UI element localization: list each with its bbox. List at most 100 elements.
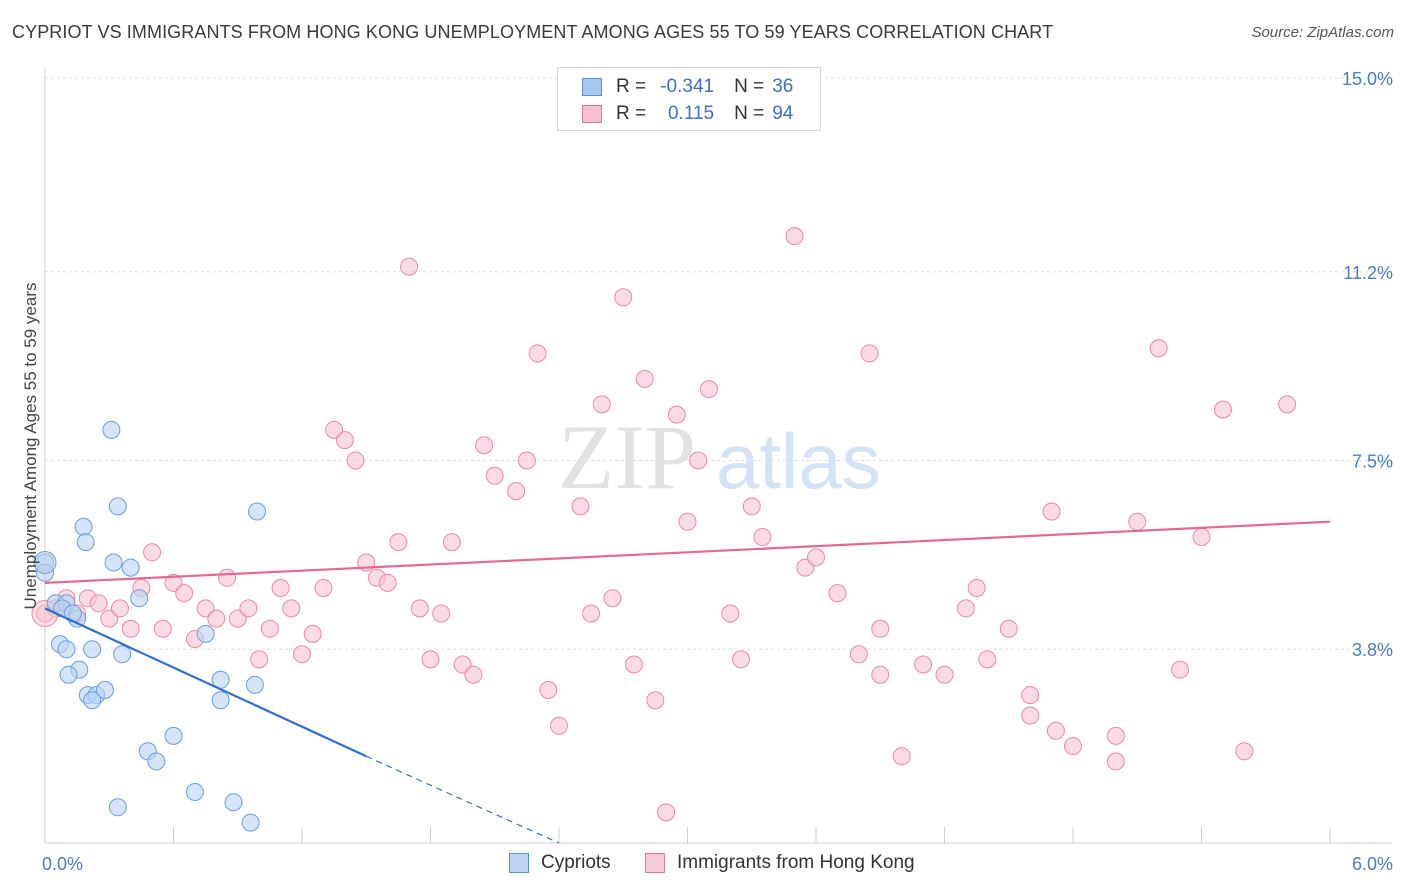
cypriots-point	[59, 665, 78, 684]
hong-kong-point	[389, 533, 408, 552]
cypriots-point	[121, 558, 140, 577]
hong-kong-point	[303, 624, 322, 643]
cypriots-point	[164, 726, 183, 745]
cypriots-point	[83, 640, 102, 659]
hong-kong-point	[956, 599, 975, 618]
hong-kong-point	[935, 665, 954, 684]
hong-kong-point	[635, 369, 654, 388]
watermark-zip: ZIP	[558, 406, 696, 508]
trend-line-cypriots	[44, 607, 367, 758]
cypriots-point	[57, 640, 76, 659]
series-cypriots	[33, 420, 267, 832]
correlation-legend: R = -0.341 N = 36 R = 0.115 N = 94	[557, 67, 821, 131]
x-tick-label-max: 6.0%	[1352, 854, 1393, 874]
hong-kong-point	[421, 650, 440, 669]
hong-kong-point	[678, 512, 697, 531]
trend-line-cypriots-extrapolated	[366, 755, 560, 844]
cypriots-point	[108, 798, 127, 817]
legend-label-cypriots: Cypriots	[541, 852, 611, 873]
cypriots-point	[147, 752, 166, 771]
legend-r-label: R =	[616, 103, 647, 124]
legend-item-cypriots[interactable]: Cypriots	[509, 852, 611, 874]
watermark-atlas: atlas	[716, 417, 881, 505]
hong-kong-point	[849, 645, 868, 664]
hong-kong-point	[871, 619, 890, 638]
hong-kong-point	[250, 650, 269, 669]
cypriots-point	[245, 675, 264, 694]
hong-kong-point	[592, 395, 611, 414]
legend-n-label: N =	[734, 76, 765, 97]
cypriots-cluster-point	[33, 551, 57, 574]
hong-kong-point	[485, 466, 504, 485]
hong-kong-point	[432, 604, 451, 623]
hong-kong-point	[475, 436, 494, 455]
legend-r-value: 0.115	[667, 103, 715, 124]
hong-kong-point	[314, 579, 333, 597]
hong-kong-point	[978, 650, 997, 669]
y-tick-label: 3.8%	[1352, 640, 1393, 660]
hong-kong-point	[1171, 660, 1190, 679]
hong-kong-point	[110, 599, 129, 618]
hong-kong-point	[785, 227, 804, 246]
hong-kong-point	[807, 548, 825, 567]
series-immigrants-hong-kong	[31, 227, 1297, 822]
legend-swatch-cypriots	[582, 78, 602, 96]
legend-label-hong-kong: Immigrants from Hong Kong	[677, 852, 915, 873]
y-tick-label: 11.2%	[1343, 263, 1393, 283]
y-tick-label: 7.5%	[1352, 452, 1393, 472]
hong-kong-point	[614, 288, 633, 307]
cypriots-point	[224, 793, 243, 812]
cypriots-point	[108, 497, 127, 516]
cypriots-point	[196, 624, 215, 643]
hong-kong-point	[721, 604, 740, 623]
cypriots-point	[185, 783, 204, 801]
cypriots-point	[104, 553, 123, 572]
hong-kong-point	[1021, 706, 1040, 725]
hong-kong-point	[689, 451, 708, 470]
hong-kong-point	[742, 497, 761, 516]
trend-lines	[44, 520, 1331, 844]
hong-kong-point	[517, 451, 536, 470]
legend-swatch-cypriots	[509, 853, 529, 873]
chart-title: CYPRIOT VS IMMIGRANTS FROM HONG KONG UNE…	[12, 22, 1054, 42]
legend-n-value: 36	[772, 76, 794, 97]
hong-kong-point	[1042, 502, 1061, 521]
y-axis-title: Unemployment Among Ages 55 to 59 years	[21, 283, 40, 610]
hong-kong-point	[657, 803, 676, 822]
hong-kong-point	[1213, 400, 1232, 419]
hong-kong-point	[335, 431, 354, 450]
hong-kong-point	[464, 665, 483, 684]
axes	[44, 68, 1392, 844]
hong-kong-point	[410, 599, 429, 618]
legend-row-hong-kong: R = 0.115 N = 94	[582, 101, 793, 127]
hong-kong-point	[550, 716, 568, 735]
hong-kong-point	[153, 619, 172, 638]
source-credit: Source: ZipAtlas.com	[1251, 24, 1394, 41]
hong-kong-point	[892, 747, 911, 766]
hong-kong-point	[967, 579, 986, 597]
hong-kong-point	[260, 619, 279, 638]
hong-kong-point	[207, 609, 226, 628]
hong-kong-point	[1235, 742, 1254, 761]
cypriots-point	[248, 502, 267, 521]
hong-kong-point	[507, 482, 526, 501]
trend-line-hong-kong	[44, 520, 1331, 584]
tick-labels: 3.8% 7.5% 11.2% 15.0% 0.0% 6.0%	[42, 69, 1393, 874]
legend-item-hong-kong[interactable]: Immigrants from Hong Kong	[645, 852, 915, 874]
hong-kong-point	[646, 691, 665, 710]
hong-kong-point	[143, 543, 162, 562]
cypriots-point	[76, 533, 95, 552]
watermark: ZIP atlas	[558, 406, 881, 508]
cypriots-point	[74, 517, 93, 536]
cypriots-point	[83, 691, 102, 710]
series-legend: Cypriots Immigrants from Hong Kong	[0, 850, 1406, 880]
hong-kong-point	[624, 655, 643, 674]
hong-kong-point	[1106, 726, 1125, 745]
cypriots-point	[241, 813, 260, 832]
hong-kong-point	[293, 645, 311, 664]
hong-kong-point	[282, 599, 301, 618]
hong-kong-point	[1021, 686, 1040, 705]
cypriots-point	[113, 645, 132, 664]
hong-kong-point	[582, 604, 601, 623]
